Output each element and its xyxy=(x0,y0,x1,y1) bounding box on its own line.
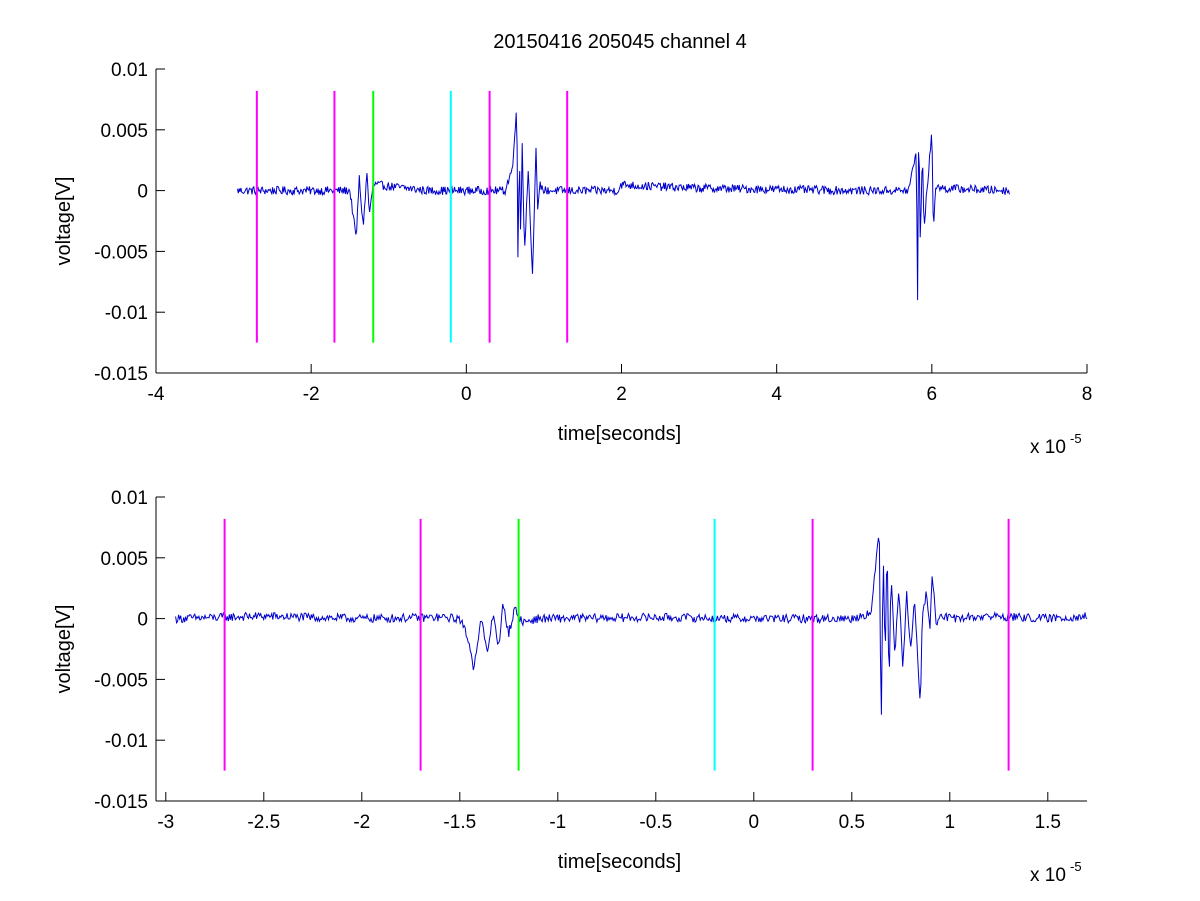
x-exponent-label: x 10 xyxy=(1030,437,1066,458)
x-tick-label: 0.5 xyxy=(839,812,865,833)
top-plot: -4 -2 0 2 4 6 8 -0.015 -0.01 -0.005 0 0.005 0.01 time… xyxy=(53,60,1092,458)
voltage-trace-line xyxy=(175,537,1088,715)
x-tick-label: 0 xyxy=(749,812,760,833)
y-tick-label: 0 xyxy=(137,182,148,203)
x-tick-label: -1 xyxy=(549,812,566,833)
y-axis-label: voltage[V] xyxy=(53,177,75,266)
y-tick-label: 0.01 xyxy=(111,488,148,509)
x-tick-label: -2.5 xyxy=(247,812,280,833)
x-tick-label: 8 xyxy=(1082,384,1093,405)
y-tick-label: 0.005 xyxy=(100,121,148,142)
x-tick-label: 0 xyxy=(461,384,472,405)
x-tick-label: -2 xyxy=(353,812,370,833)
x-tick-label: 1 xyxy=(945,812,956,833)
x-exponent-power: -5 xyxy=(1070,431,1082,446)
x-axis-label: time[seconds] xyxy=(558,851,681,873)
bottom-plot: -3 -2.5 -2 -1.5 -1 -0.5 0 0.5 1 1.5 -0.015 -0.01 -0.… xyxy=(53,488,1088,886)
x-tick-label: -4 xyxy=(148,384,165,405)
x-axis-label: time[seconds] xyxy=(558,423,681,445)
x-exponent-power: -5 xyxy=(1070,859,1082,874)
y-tick-label: -0.015 xyxy=(94,364,148,385)
voltage-trace-line xyxy=(237,112,1010,301)
x-tick-label: 1.5 xyxy=(1035,812,1061,833)
y-tick-label: -0.01 xyxy=(105,303,148,324)
x-tick-label: 2 xyxy=(616,384,627,405)
y-tick-label: 0 xyxy=(137,610,148,631)
y-tick-label: 0.01 xyxy=(111,60,148,81)
x-tick-label: 4 xyxy=(771,384,782,405)
x-tick-label: -0.5 xyxy=(639,812,672,833)
y-tick-label: -0.015 xyxy=(94,792,148,813)
y-axis-label: voltage[V] xyxy=(53,605,75,694)
x-tick-label: -1.5 xyxy=(443,812,476,833)
x-tick-label: 6 xyxy=(927,384,938,405)
y-tick-label: 0.005 xyxy=(100,549,148,570)
x-tick-label: -2 xyxy=(303,384,320,405)
y-tick-label: -0.01 xyxy=(105,731,148,752)
x-exponent-label: x 10 xyxy=(1030,865,1066,886)
y-tick-label: -0.005 xyxy=(94,670,148,691)
y-tick-label: -0.005 xyxy=(94,242,148,263)
figure-title: 20150416 205045 channel 4 xyxy=(493,31,747,53)
x-tick-label: -3 xyxy=(157,812,174,833)
